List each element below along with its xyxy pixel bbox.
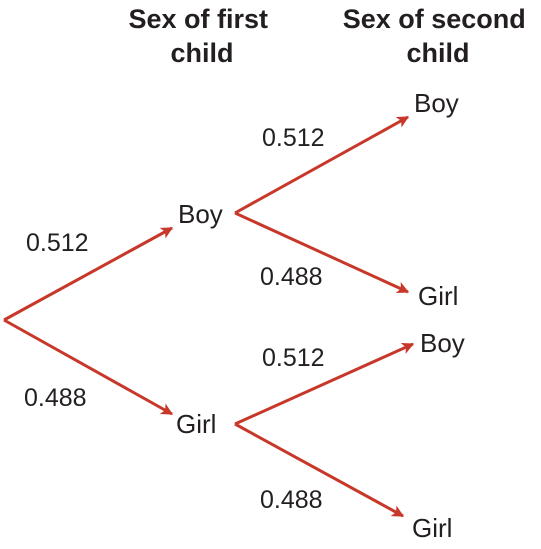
branch-boy-to-girl — [234, 211, 410, 294]
probability-label-boy-girl: 0.488 — [260, 263, 323, 291]
branch-girl-to-girl — [234, 422, 405, 518]
second-level-node-girl-girl: Girl — [412, 513, 452, 543]
probability-label-root-girl: 0.488 — [24, 384, 87, 412]
first-child-header-line-1: Sex of first — [128, 4, 268, 34]
second-child-header: Sex of second child — [343, 4, 534, 68]
probability-label-girl-girl: 0.488 — [260, 486, 323, 514]
branch-root-to-girl — [3, 318, 174, 416]
branch-root-to-boy — [3, 226, 174, 322]
second-level-node-boy-girl: Girl — [418, 281, 458, 311]
probability-label-root-boy: 0.512 — [26, 229, 89, 257]
branch-boy-to-boy — [234, 115, 410, 215]
branch-girl-to-boy — [234, 342, 415, 426]
first-level-node-girl: Girl — [176, 409, 216, 439]
probability-label-girl-boy: 0.512 — [262, 344, 325, 372]
first-level-node-boy: Boy — [178, 199, 223, 229]
second-level-node-girl-boy: Boy — [420, 328, 465, 358]
first-child-header: Sex of first child — [128, 4, 275, 68]
probability-label-boy-boy: 0.512 — [262, 124, 325, 152]
second-level-node-boy-boy: Boy — [414, 88, 459, 118]
second-child-header-line-1: Sex of second — [343, 4, 526, 34]
second-child-header-line-2: child — [406, 38, 469, 68]
first-child-header-line-2: child — [170, 38, 233, 68]
